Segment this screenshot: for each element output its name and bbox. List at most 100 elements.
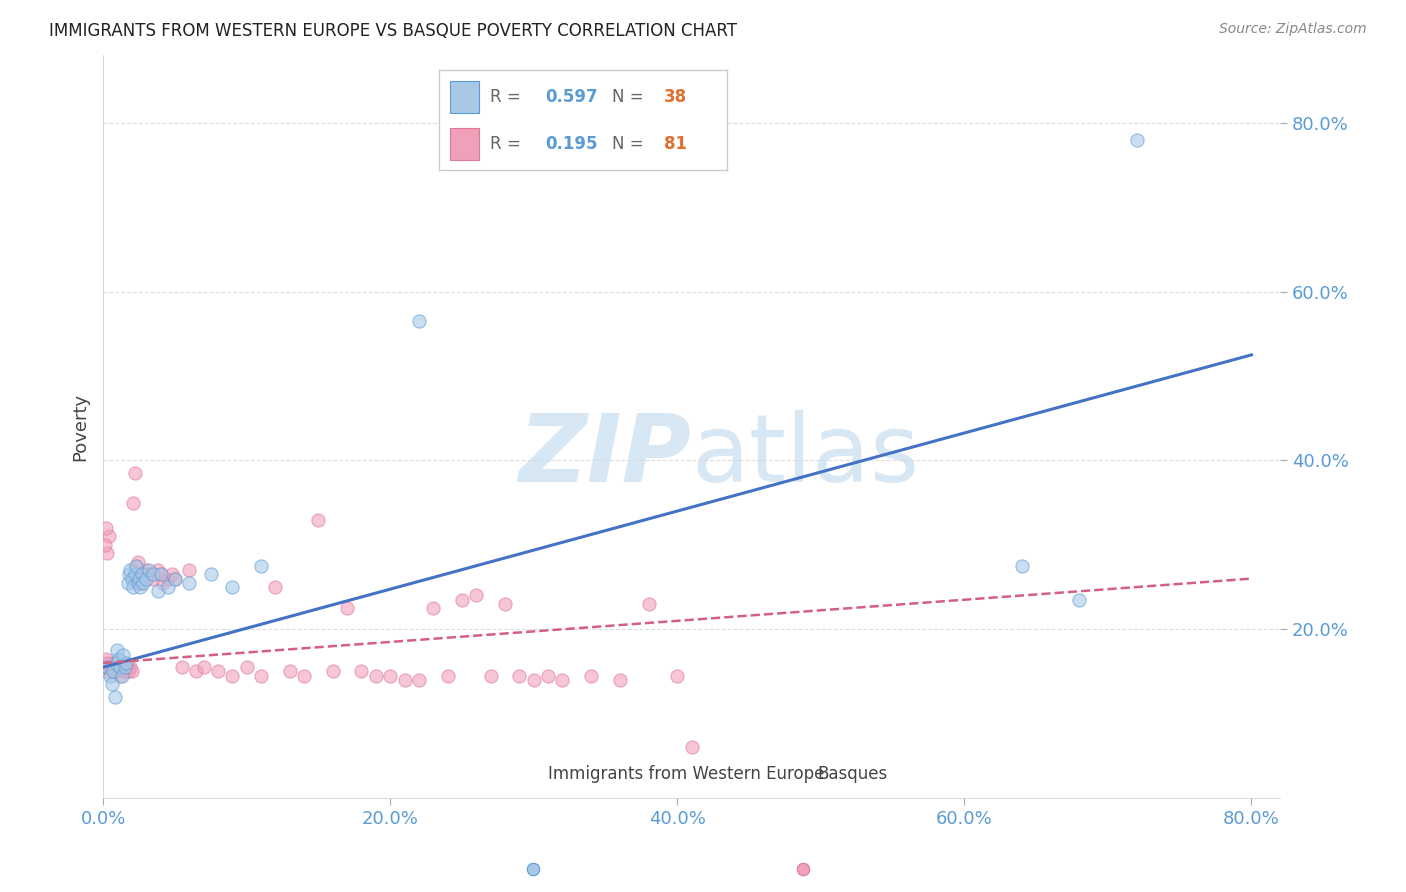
Point (250, 669, 273, 683)
Point (250, 558, 273, 573)
Point (156, 572, 179, 586)
Point (479, 669, 502, 683)
Point (110, 660, 132, 674)
Point (122, 580, 145, 594)
Point (221, 669, 243, 683)
Point (451, 592, 474, 607)
Point (408, 673, 430, 687)
Point (125, 558, 148, 573)
Point (465, 589, 488, 603)
Point (138, 567, 160, 582)
Point (146, 584, 169, 599)
Point (131, 567, 153, 582)
Point (112, 648, 135, 662)
Point (1011, 558, 1033, 573)
Point (1125, 132, 1147, 146)
Point (111, 669, 134, 683)
Point (117, 660, 139, 674)
Point (96, 665, 118, 679)
Point (350, 665, 373, 679)
Point (494, 597, 516, 611)
Point (436, 669, 458, 683)
Point (408, 314, 430, 328)
Point (193, 660, 215, 674)
Point (322, 665, 344, 679)
Point (637, 597, 659, 611)
Point (98, 669, 121, 683)
Point (96, 546, 118, 560)
Point (179, 575, 201, 590)
Text: Immigrants from Western Europe: Immigrants from Western Europe (548, 765, 824, 783)
Point (108, 652, 131, 666)
Point (235, 660, 257, 674)
Point (115, 656, 138, 670)
Point (122, 495, 145, 509)
Point (278, 665, 301, 679)
Point (142, 572, 165, 586)
Point (946, 871, 969, 886)
Point (105, 656, 128, 670)
Point (101, 665, 124, 679)
Point (121, 572, 143, 586)
Point (120, 563, 142, 577)
Point (163, 572, 186, 586)
Point (1069, 592, 1091, 607)
Point (100, 656, 122, 670)
Point (127, 555, 149, 569)
Point (104, 660, 127, 674)
Point (98, 660, 121, 674)
Point (666, 669, 689, 683)
Point (364, 669, 387, 683)
Point (125, 558, 148, 573)
Point (681, 740, 703, 755)
Text: Source: ZipAtlas.com: Source: ZipAtlas.com (1219, 22, 1367, 37)
Point (93, 660, 115, 674)
Point (117, 575, 139, 590)
Point (221, 580, 243, 594)
Point (104, 690, 127, 704)
Point (121, 665, 143, 679)
Point (537, 669, 560, 683)
Point (135, 563, 157, 577)
Point (129, 580, 152, 594)
Point (124, 466, 146, 480)
Point (108, 660, 131, 674)
Point (93, 538, 115, 552)
Point (380, 669, 402, 683)
Text: IMMIGRANTS FROM WESTERN EUROPE VS BASQUE POVERTY CORRELATION CHART: IMMIGRANTS FROM WESTERN EUROPE VS BASQUE… (49, 22, 737, 40)
Point (609, 673, 631, 687)
Point (138, 563, 160, 577)
Point (142, 567, 165, 582)
Point (112, 665, 135, 679)
Point (170, 660, 193, 674)
Point (156, 580, 179, 594)
Text: atlas: atlas (692, 410, 920, 502)
Point (186, 665, 208, 679)
Point (149, 567, 172, 582)
Point (110, 669, 132, 683)
Point (105, 660, 128, 674)
Point (94, 660, 117, 674)
Point (135, 572, 157, 586)
Point (163, 572, 186, 586)
Point (551, 673, 574, 687)
Text: Basques: Basques (817, 765, 887, 783)
Y-axis label: Poverty: Poverty (72, 392, 89, 460)
Point (94, 660, 117, 674)
Point (336, 601, 359, 615)
Point (152, 575, 174, 590)
Text: ZIP: ZIP (519, 410, 692, 502)
Point (307, 512, 329, 526)
Point (111, 660, 134, 674)
Point (292, 669, 315, 683)
Point (132, 575, 155, 590)
Point (94, 521, 117, 535)
Point (96, 660, 118, 674)
Point (207, 665, 229, 679)
Point (114, 660, 136, 674)
Point (107, 665, 129, 679)
Point (264, 580, 287, 594)
Point (616, 871, 638, 886)
Point (120, 660, 142, 674)
Point (97, 660, 120, 674)
